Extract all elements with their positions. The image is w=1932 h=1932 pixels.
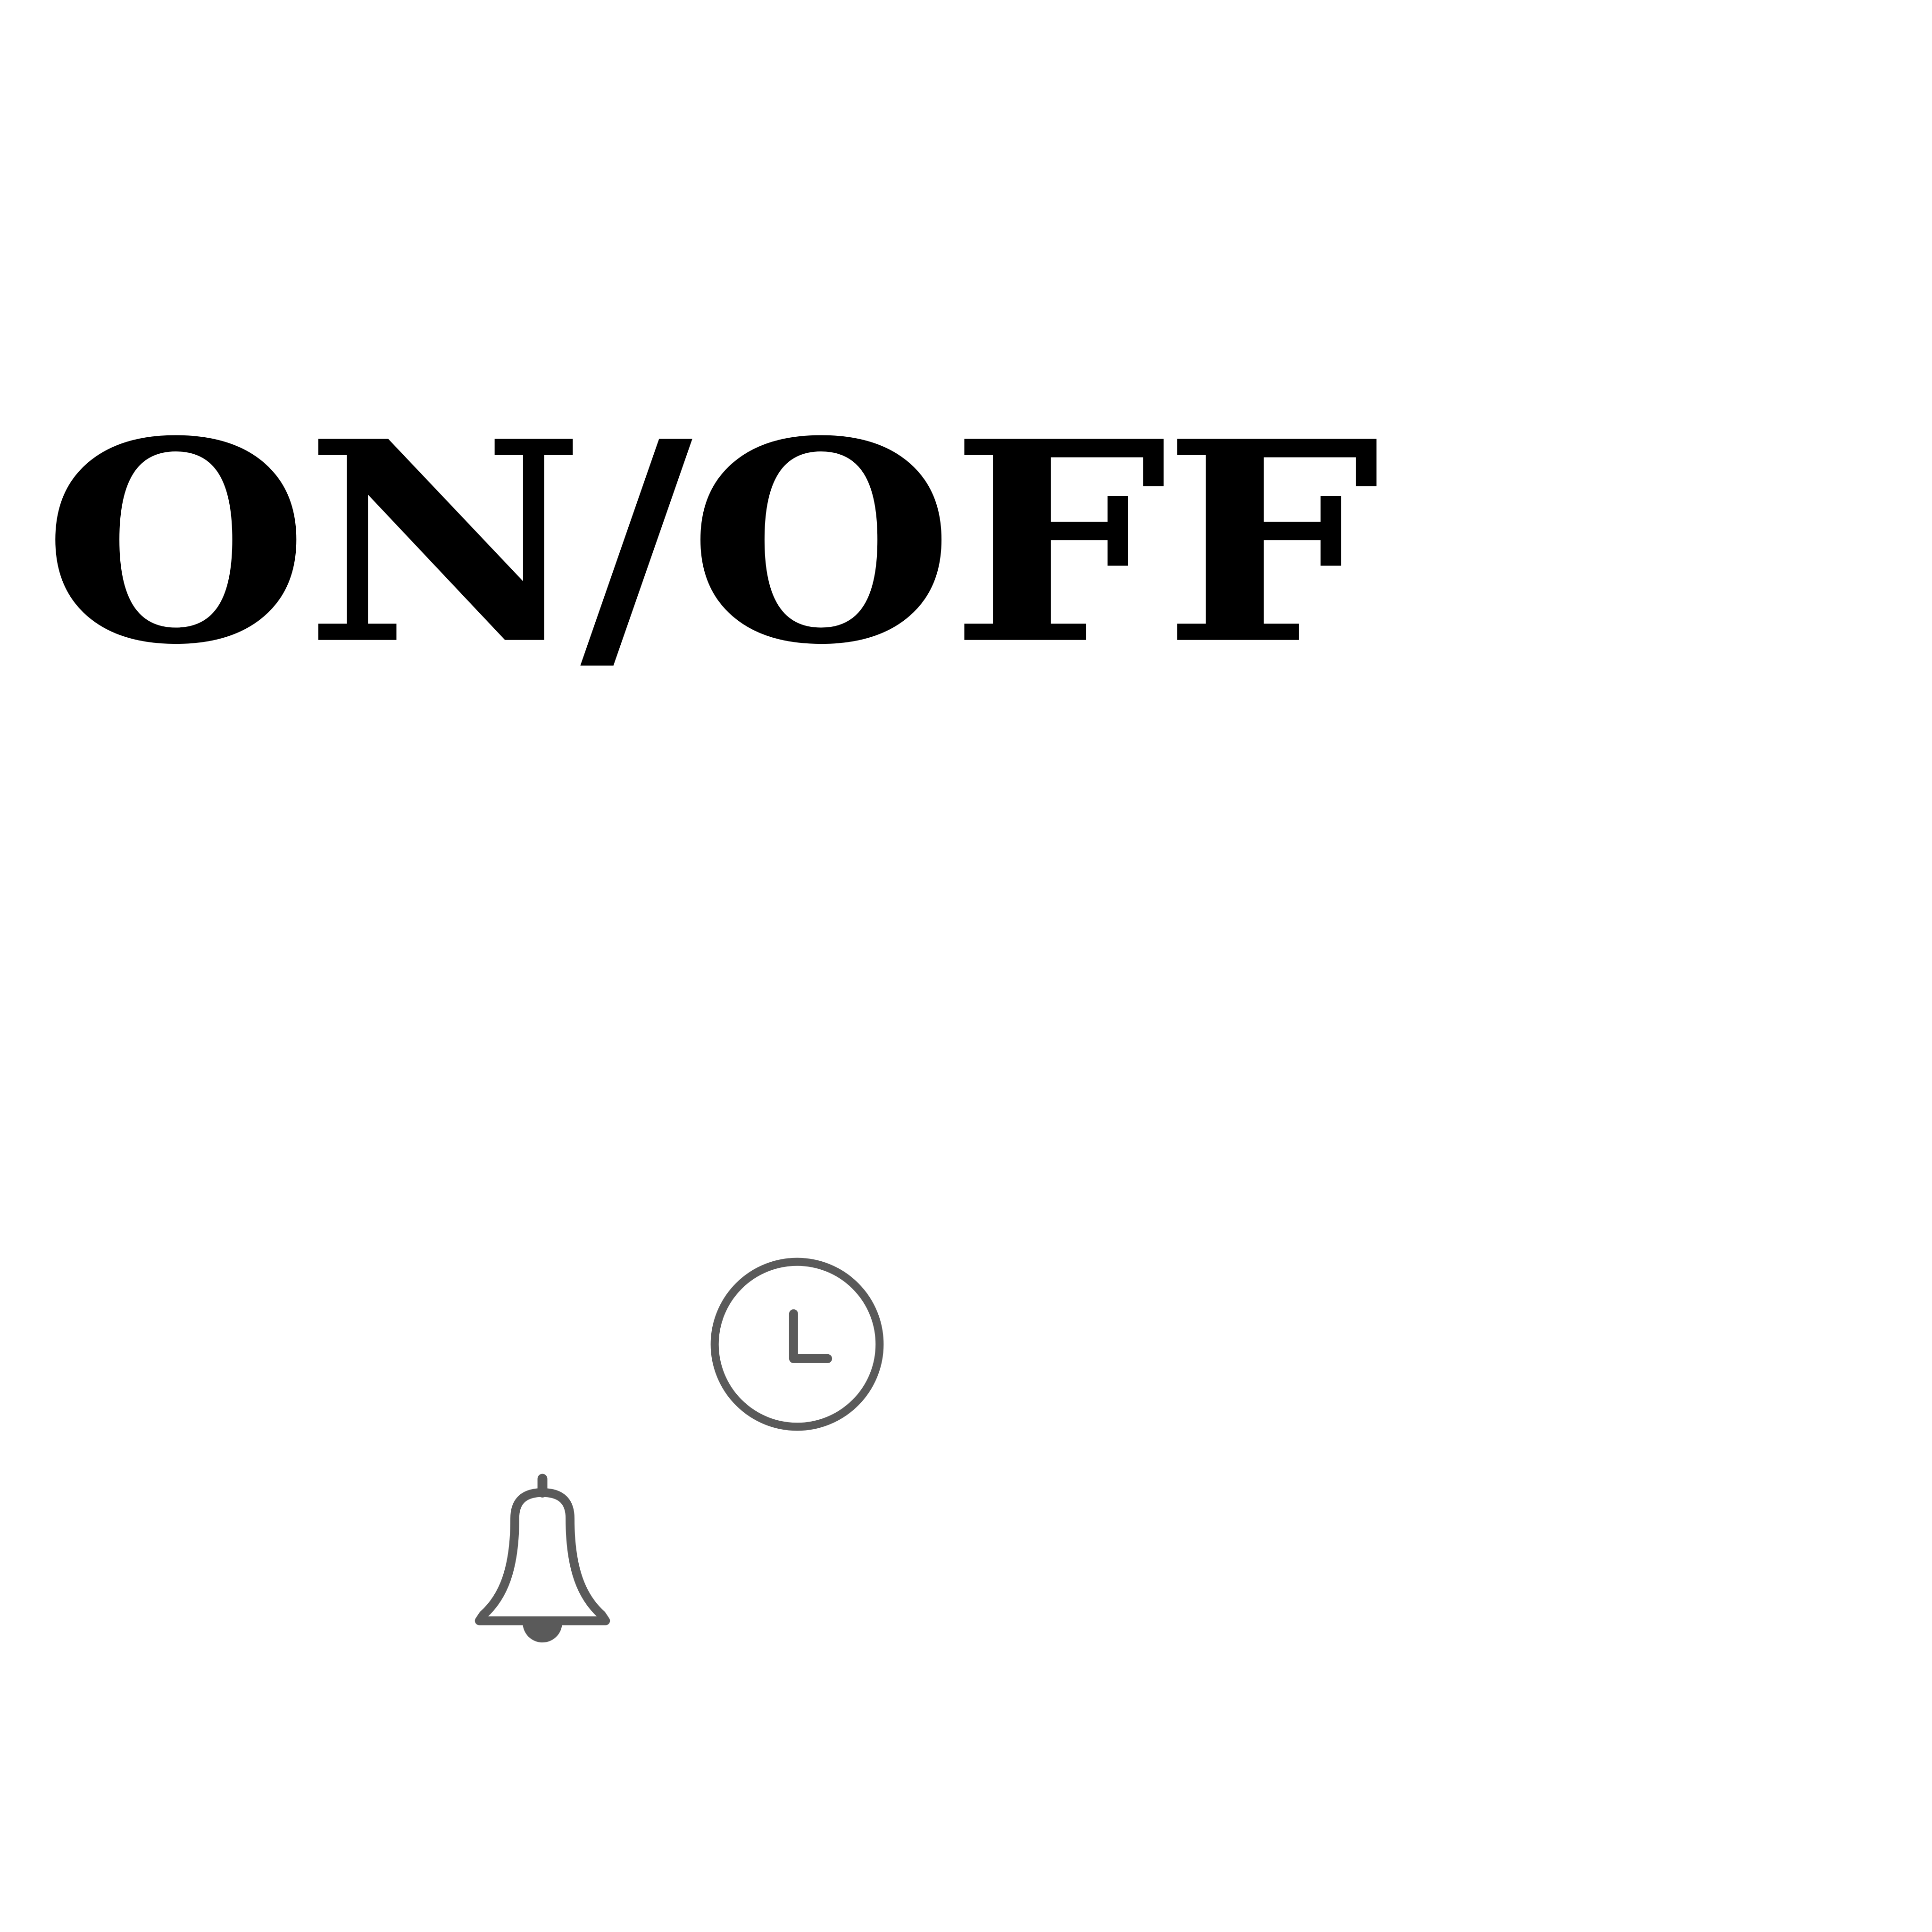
- bell-button[interactable]: [443, 1467, 641, 1684]
- bell-icon: [475, 1474, 610, 1643]
- on-off-title: ON/OFF: [42, 381, 1381, 706]
- clock-button[interactable]: [708, 1255, 887, 1434]
- clock-icon: [710, 1257, 884, 1431]
